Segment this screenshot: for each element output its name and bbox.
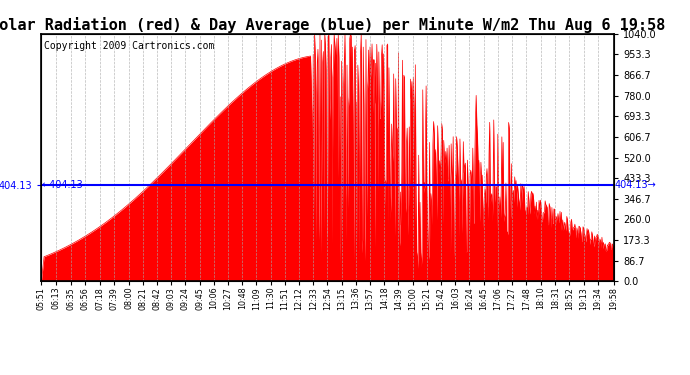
Text: 404.13→: 404.13→ bbox=[614, 180, 656, 190]
Text: Copyright 2009 Cartronics.com: Copyright 2009 Cartronics.com bbox=[44, 41, 215, 51]
Title: Solar Radiation (red) & Day Average (blue) per Minute W/m2 Thu Aug 6 19:58: Solar Radiation (red) & Day Average (blu… bbox=[0, 16, 665, 33]
Text: ←404.13: ←404.13 bbox=[41, 180, 83, 190]
